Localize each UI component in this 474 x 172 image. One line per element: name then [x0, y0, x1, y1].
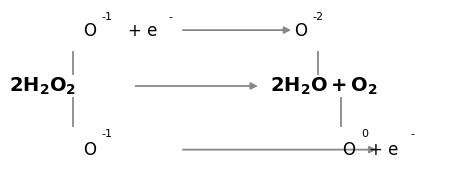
Text: -1: -1 [102, 12, 113, 22]
Text: O: O [342, 141, 355, 159]
Text: -: - [168, 12, 172, 22]
Text: O: O [294, 22, 308, 40]
Text: $\mathbf{2H_2O_2}$: $\mathbf{2H_2O_2}$ [9, 75, 77, 97]
Text: + e: + e [128, 22, 157, 40]
Text: O: O [83, 141, 97, 159]
Text: O: O [83, 22, 97, 40]
Text: $\mathbf{2H_2O + O_2}$: $\mathbf{2H_2O + O_2}$ [270, 75, 378, 97]
Text: + e: + e [369, 141, 399, 159]
Text: -: - [410, 129, 414, 139]
Text: -2: -2 [313, 12, 324, 22]
Text: -1: -1 [102, 129, 113, 139]
Text: 0: 0 [361, 129, 368, 139]
